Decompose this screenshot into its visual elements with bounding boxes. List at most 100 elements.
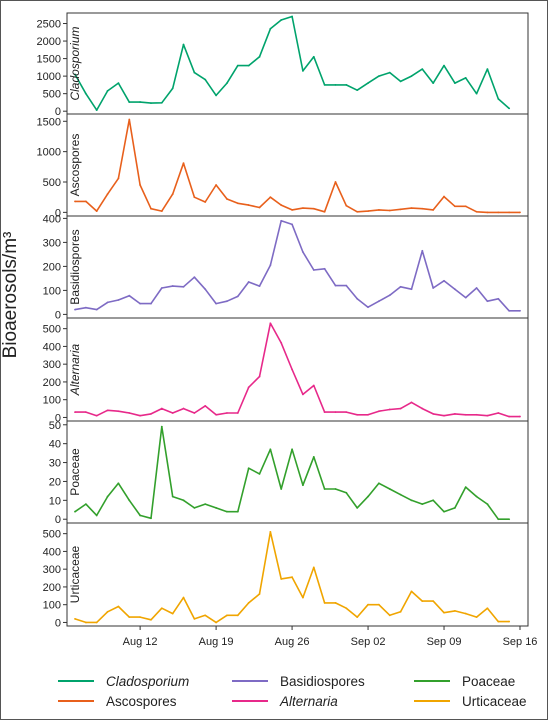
data-point <box>432 499 435 502</box>
y-tick-label: 1500 <box>37 54 61 66</box>
data-point <box>193 412 196 414</box>
data-point <box>519 415 521 418</box>
data-point <box>226 510 228 513</box>
data-point <box>464 76 467 79</box>
data-point <box>117 82 120 85</box>
data-point <box>432 600 435 603</box>
data-point <box>367 210 369 213</box>
data-point <box>182 596 185 599</box>
data-point <box>269 196 272 199</box>
data-point <box>497 620 500 623</box>
data-point <box>519 309 521 312</box>
y-tick-label: 400 <box>43 546 61 558</box>
data-point <box>388 294 391 297</box>
y-tick-label: 400 <box>43 341 61 353</box>
data-point <box>475 210 478 213</box>
data-point <box>312 384 315 387</box>
data-point <box>378 410 380 413</box>
data-point <box>508 620 511 623</box>
data-point <box>106 409 109 412</box>
panel-label: Alternaria <box>68 343 82 396</box>
data-point <box>443 510 445 513</box>
data-point <box>150 102 152 105</box>
data-point <box>215 184 217 186</box>
data-point <box>226 412 228 414</box>
data-point <box>302 393 304 396</box>
data-point <box>291 576 293 579</box>
data-point <box>84 503 87 506</box>
data-point <box>236 295 239 298</box>
y-tick-label: 0 <box>55 309 61 321</box>
data-point <box>74 308 76 311</box>
legend-label: Alternaria <box>280 693 338 709</box>
data-point <box>486 414 489 417</box>
data-point <box>497 518 500 521</box>
data-point <box>193 617 196 620</box>
data-point <box>95 514 98 517</box>
series-line-poaceae <box>74 425 510 521</box>
data-point <box>410 590 413 593</box>
data-point <box>226 300 228 303</box>
data-point <box>475 616 478 619</box>
data-point <box>323 210 326 213</box>
data-point <box>236 202 239 205</box>
data-point <box>453 412 456 415</box>
data-point <box>486 211 489 214</box>
panel-frame <box>66 317 529 422</box>
legend-swatch <box>232 680 268 682</box>
data-point <box>171 495 174 498</box>
data-point <box>204 288 207 291</box>
y-tick-label: 100 <box>43 395 61 407</box>
data-point <box>302 251 304 253</box>
data-point <box>345 607 348 610</box>
data-point <box>269 322 272 325</box>
data-point <box>497 297 500 300</box>
data-point <box>388 408 391 411</box>
data-point <box>215 302 217 305</box>
data-point <box>193 506 196 509</box>
data-point <box>215 621 217 624</box>
x-tick-label: Sep 09 <box>427 636 462 648</box>
data-point <box>508 518 511 521</box>
series-line-cladosporium <box>74 15 510 111</box>
data-point <box>486 607 489 610</box>
data-point <box>193 196 196 199</box>
data-point <box>160 210 163 213</box>
data-point <box>84 411 87 414</box>
data-point <box>356 89 359 92</box>
data-point <box>215 413 217 416</box>
y-tick-label: 400 <box>43 213 61 225</box>
data-point <box>280 578 283 580</box>
data-point <box>399 407 402 410</box>
data-point <box>302 207 304 210</box>
data-point <box>106 193 109 196</box>
y-tick-label: 300 <box>43 237 61 249</box>
data-point <box>95 308 98 311</box>
data-point <box>334 284 337 287</box>
data-point <box>247 64 250 67</box>
data-point <box>367 495 369 498</box>
legend-swatch <box>58 700 94 702</box>
data-point <box>139 514 142 517</box>
x-tick-label: Aug 26 <box>275 636 310 648</box>
data-point <box>128 616 131 619</box>
data-point <box>84 200 87 203</box>
data-point <box>508 211 511 214</box>
data-point <box>421 207 424 210</box>
legend-item-urticaceae: Urticaceae <box>414 690 527 712</box>
y-tick-label: 1500 <box>37 116 61 128</box>
data-point <box>226 198 228 200</box>
data-point <box>312 207 315 210</box>
series-line-alternaria <box>75 322 520 418</box>
data-point <box>106 89 109 92</box>
data-point <box>139 616 142 619</box>
panel-frame <box>66 522 529 627</box>
data-point <box>497 211 500 214</box>
data-point <box>291 448 293 451</box>
data-point <box>312 455 315 458</box>
data-point <box>74 73 76 76</box>
data-point <box>486 68 489 71</box>
data-point <box>182 285 185 288</box>
legend-item-basidiospores: Basidiospores <box>232 670 365 692</box>
